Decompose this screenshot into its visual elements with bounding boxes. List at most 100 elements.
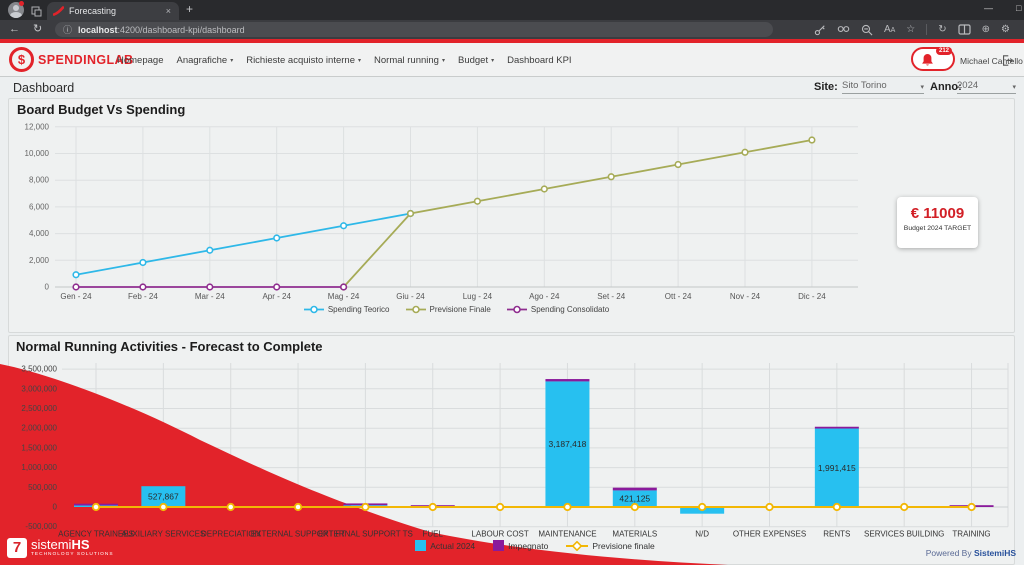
svg-text:AUXILIARY SERVICES: AUXILIARY SERVICES (121, 530, 205, 539)
svg-text:421,125: 421,125 (619, 494, 650, 504)
main-nav: Homepage Anagrafiche ▾ Richieste acquisto i… (117, 43, 572, 77)
zoom-icon[interactable] (861, 24, 873, 36)
url-path: :4200/dashboard-kpi/dashboard (117, 24, 245, 35)
chevron-down-icon: ▾ (441, 57, 445, 64)
svg-text:6,000: 6,000 (29, 202, 50, 211)
legend-item-spending-teorico[interactable]: Spending Teorico (303, 305, 390, 314)
find-on-page-icon[interactable] (837, 24, 850, 35)
svg-text:Dic - 24: Dic - 24 (798, 292, 826, 301)
svg-text:EXTERNAL SUPPORT FT: EXTERNAL SUPPORT FT (251, 530, 346, 539)
logout-icon[interactable] (1002, 55, 1013, 66)
svg-text:DEPRECIATION: DEPRECIATION (201, 530, 261, 539)
legend-item-previsione-finale[interactable]: Previsione finale (566, 540, 655, 551)
chart1-series-spending-consolidato[interactable] (72, 283, 348, 291)
board-budget-card (8, 98, 1015, 333)
nav-item-anagrafiche[interactable]: Anagrafiche ▾ (176, 54, 234, 66)
svg-text:Mar - 24: Mar - 24 (195, 292, 225, 301)
svg-text:2,000,000: 2,000,000 (21, 424, 57, 433)
nav-item-richieste-acquisto-interne[interactable]: Richieste acquisto interne ▾ (246, 54, 362, 66)
legend-marker-icon (405, 305, 426, 314)
nr-chart-title: Normal Running Activities - Forecast to … (16, 339, 323, 354)
footer-logo-text-bold: HS (71, 537, 90, 552)
tab-title: Forecasting (69, 6, 117, 16)
spendinglab-logo-icon[interactable]: $ (9, 47, 34, 72)
url-host: localhost (78, 24, 118, 35)
favorites-star-icon[interactable]: ☆ (906, 24, 916, 35)
split-screen-icon[interactable] (958, 24, 971, 35)
chart1-gridlines: 0 2,000 4,000 6,000 8,000 10,000 12,000 (25, 122, 858, 292)
tab-favicon-swoosh-icon (53, 6, 64, 16)
chart2-bars[interactable]: 527,867 3,187,418 421,125 1,991,415 (74, 379, 994, 514)
text-size-icon[interactable]: AA (883, 24, 896, 35)
powered-by: Powered By SistemiHS (925, 548, 1016, 558)
chart2-y-labels: -500,000 0 500,000 1,000,000 1,500,000 2,000,… (21, 365, 57, 532)
user-name[interactable]: Michael Cantello (960, 56, 1023, 66)
svg-text:3,187,418: 3,187,418 (549, 439, 587, 449)
app-header: $ SPENDINGLAB Homepage Anagrafiche ▾ Richie… (0, 43, 1024, 77)
legend-marker-icon (303, 305, 324, 314)
chevron-down-icon: ▾ (920, 84, 924, 91)
svg-text:Mag - 24: Mag - 24 (328, 292, 360, 301)
svg-text:4,000: 4,000 (29, 229, 50, 238)
browser-tab[interactable]: Forecasting × (47, 2, 179, 20)
address-bar[interactable]: ⓘ localhost:4200/dashboard-kpi/dashboard (55, 22, 773, 37)
nav-item-budget[interactable]: Budget ▾ (457, 54, 495, 66)
site-filter-label: Site: (814, 81, 838, 93)
nav-item-dashboard-kpi[interactable]: Dashboard KPI (507, 54, 572, 66)
svg-text:Apr - 24: Apr - 24 (262, 292, 291, 301)
nav-item-homepage[interactable]: Homepage (117, 54, 164, 66)
svg-text:500,000: 500,000 (28, 483, 57, 492)
nr-chart-legend: Actual 2024 Impegnato Previsione finale (62, 540, 1008, 551)
svg-text:TRAINING: TRAINING (952, 530, 990, 539)
powered-by-brand[interactable]: SistemiHS (973, 548, 1016, 558)
footer-logo-subtitle: TECHNOLOGY SOLUTIONS (31, 552, 114, 557)
svg-text:1,000,000: 1,000,000 (21, 463, 57, 472)
collections-icon[interactable]: ↻ (938, 24, 947, 35)
tab-close-icon[interactable]: × (165, 6, 171, 16)
svg-text:3,500,000: 3,500,000 (21, 365, 57, 374)
svg-text:MAINTENANCE: MAINTENANCE (538, 530, 596, 539)
window-minimize-button[interactable]: — (984, 3, 993, 13)
footer-logo-text: sistemi (31, 537, 72, 552)
svg-text:-500,000: -500,000 (25, 522, 57, 531)
avatar-head (13, 5, 19, 11)
svg-text:Gen - 24: Gen - 24 (60, 292, 92, 301)
svg-text:12,000: 12,000 (25, 122, 50, 131)
legend-item-previsione-finale[interactable]: Previsione Finale (405, 305, 491, 314)
site-select-value: Sito Torino (842, 80, 887, 91)
browser-profile-avatar[interactable] (8, 2, 24, 18)
notifications-button[interactable]: 212 (911, 47, 955, 71)
legend-item-actual-2024[interactable]: Actual 2024 (415, 540, 475, 551)
chart2-previsione-line[interactable] (91, 502, 976, 512)
back-icon[interactable]: ← (9, 23, 20, 35)
legend-item-impegnato[interactable]: Impegnato (493, 540, 548, 551)
svg-text:Nov - 24: Nov - 24 (730, 292, 761, 301)
new-tab-button[interactable]: + (186, 2, 194, 16)
chevron-down-icon: ▾ (491, 57, 495, 64)
anno-select[interactable]: 2024 ▾ (957, 80, 1016, 94)
browser-settings-icon[interactable]: ⚙ (1001, 24, 1010, 35)
window-maximize-button[interactable]: □ (1016, 3, 1022, 13)
tab-actions-icon[interactable] (31, 4, 42, 22)
brand-name[interactable]: SPENDINGLAB (38, 53, 134, 67)
reload-icon[interactable]: ↻ (33, 23, 43, 35)
sistemihs-logo-icon: 7 (7, 538, 27, 558)
legend-line-marker-icon (566, 540, 589, 551)
svg-text:8,000: 8,000 (29, 176, 50, 185)
site-select[interactable]: Sito Torino ▾ (842, 80, 924, 94)
chevron-down-icon: ▾ (230, 57, 234, 64)
site-info-icon[interactable]: ⓘ (63, 25, 73, 35)
budget-target-card: € 11009 Budget 2024 TARGET (897, 197, 978, 248)
extensions-icon[interactable]: ⊕ (981, 24, 991, 35)
password-key-icon[interactable] (814, 24, 826, 36)
budget-target-value: € 11009 (910, 205, 965, 222)
brand-top-border (0, 39, 1024, 43)
legend-item-spending-consolidato[interactable]: Spending Consolidato (506, 305, 609, 314)
svg-text:Giu - 24: Giu - 24 (396, 292, 425, 301)
nav-item-normal-running[interactable]: Normal running ▾ (374, 54, 445, 66)
